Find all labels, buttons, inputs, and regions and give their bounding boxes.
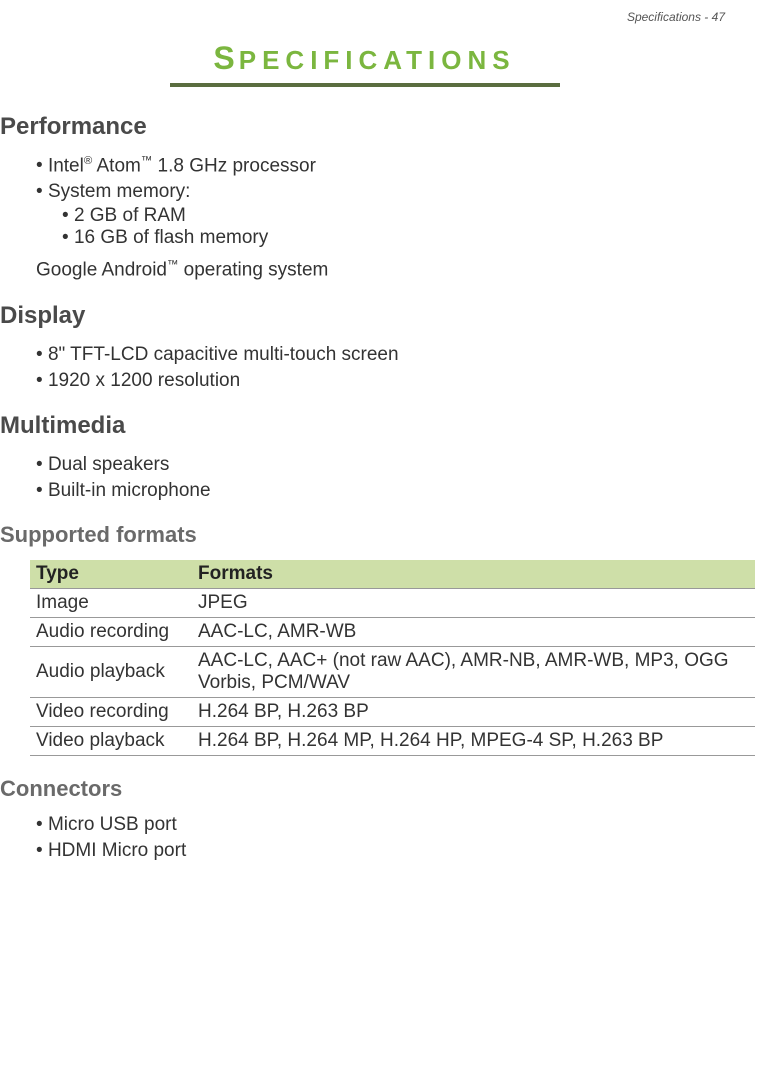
page-title: SPECIFICATIONS [213,40,515,77]
cell-type: Video recording [30,697,192,726]
list-item: Dual speakers [36,454,729,476]
table-row: Video playback H.264 BP, H.264 MP, H.264… [30,726,755,755]
list-item: 8" TFT-LCD capacitive multi-touch screen [36,344,729,366]
cell-formats: AAC-LC, AAC+ (not raw AAC), AMR-NB, AMR-… [192,646,755,697]
connector-item2: HDMI Micro port [48,840,186,861]
formats-table: Type Formats Image JPEG Audio recording … [30,560,755,756]
list-item: 2 GB of RAM [62,205,729,227]
list-item: System memory: 2 GB of RAM 16 GB of flas… [36,181,729,249]
display-list: 8" TFT-LCD capacitive multi-touch screen… [0,344,729,392]
perf-item2: System memory: [48,181,191,202]
table-row: Audio recording AAC-LC, AMR-WB [30,617,755,646]
title-wrap: SPECIFICATIONS [0,40,729,77]
page-content: Specifications - 47 SPECIFICATIONS Perfo… [0,0,759,902]
cell-formats: H.264 BP, H.263 BP [192,697,755,726]
list-item: Micro USB port [36,814,729,836]
perf-item1-mid: Atom [92,155,141,176]
multimedia-heading: Multimedia [0,412,729,440]
multimedia-item2: Built-in microphone [48,480,211,501]
perf-sub2: 16 GB of flash memory [74,227,268,248]
trademark-icon: ™ [167,259,178,271]
col-formats: Formats [192,560,755,589]
registered-icon: ® [84,155,92,167]
perf-item1-pre: Intel [48,155,84,176]
connectors-list: Micro USB port HDMI Micro port [0,814,729,862]
display-item2: 1920 x 1200 resolution [48,370,240,391]
list-item: Built-in microphone [36,480,729,502]
title-first-letter: S [213,40,238,76]
connector-item1: Micro USB port [48,814,177,835]
cell-formats: AAC-LC, AMR-WB [192,617,755,646]
multimedia-item1: Dual speakers [48,454,169,475]
multimedia-list: Dual speakers Built-in microphone [0,454,729,502]
cell-type: Audio playback [30,646,192,697]
performance-os-note: Google Android™ operating system [0,259,729,281]
running-head: Specifications - 47 [0,10,729,24]
cell-formats: H.264 BP, H.264 MP, H.264 HP, MPEG-4 SP,… [192,726,755,755]
list-item: 16 GB of flash memory [62,227,729,249]
cell-type: Image [30,588,192,617]
performance-sublist: 2 GB of RAM 16 GB of flash memory [36,205,729,249]
table-row: Audio playback AAC-LC, AAC+ (not raw AAC… [30,646,755,697]
cell-formats: JPEG [192,588,755,617]
display-heading: Display [0,302,729,330]
title-underline [170,83,560,87]
table-header-row: Type Formats [30,560,755,589]
perf-after-post: operating system [178,260,328,281]
table-row: Video recording H.264 BP, H.263 BP [30,697,755,726]
display-item1: 8" TFT-LCD capacitive multi-touch screen [48,344,399,365]
list-item: Intel® Atom™ 1.8 GHz processor [36,155,729,177]
cell-type: Video playback [30,726,192,755]
table-row: Image JPEG [30,588,755,617]
trademark-icon: ™ [141,155,152,167]
performance-list: Intel® Atom™ 1.8 GHz processor System me… [0,155,729,249]
perf-item1-post: 1.8 GHz processor [152,155,316,176]
list-item: 1920 x 1200 resolution [36,370,729,392]
perf-sub1: 2 GB of RAM [74,205,186,226]
cell-type: Audio recording [30,617,192,646]
list-item: HDMI Micro port [36,840,729,862]
performance-heading: Performance [0,113,729,141]
title-rest: PECIFICATIONS [239,45,516,75]
connectors-heading: Connectors [0,776,729,802]
supported-formats-heading: Supported formats [0,522,729,548]
col-type: Type [30,560,192,589]
perf-after-pre: Google Android [36,260,167,281]
